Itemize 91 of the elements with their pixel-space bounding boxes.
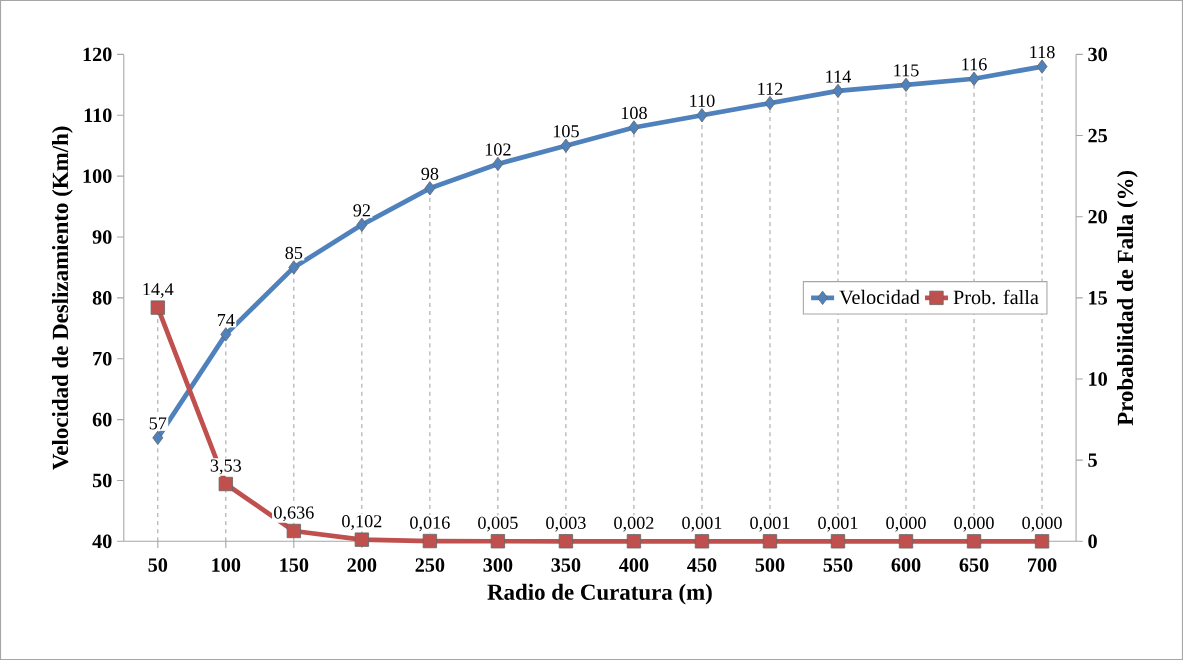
data-label: 0,001 <box>750 516 790 532</box>
point <box>150 300 165 315</box>
point <box>220 327 232 342</box>
point <box>832 83 844 99</box>
x-tick-label: 650 <box>959 558 989 572</box>
y-tick-label: 90 <box>92 230 112 244</box>
point <box>626 534 642 549</box>
point <box>288 260 300 275</box>
data-label: 110 <box>690 94 715 107</box>
point <box>830 534 846 549</box>
y2-tick-label: 10 <box>1089 372 1107 386</box>
x-tick-label: 550 <box>823 558 853 572</box>
data-label: 112 <box>758 82 783 95</box>
x-tick-label: 700 <box>1028 558 1057 572</box>
y-tick-label: 100 <box>83 169 112 183</box>
y2-tick-label: 20 <box>1088 209 1107 224</box>
data-label: 0,001 <box>682 516 722 532</box>
data-label: 0,102 <box>342 515 382 530</box>
point <box>1036 59 1048 74</box>
data-label: 0,001 <box>818 516 858 532</box>
data-label: 0,003 <box>546 516 586 532</box>
point <box>762 534 778 549</box>
y-tick-label: 50 <box>92 473 112 488</box>
y2-tick-label: 25 <box>1088 128 1108 143</box>
y-tick-label: 120 <box>83 47 112 62</box>
legend-label: Velocidad <box>839 289 920 305</box>
point <box>966 534 982 549</box>
data-label: 0,002 <box>614 516 654 532</box>
point <box>286 523 301 539</box>
data-label: 92 <box>353 204 370 217</box>
data-label: 118 <box>1030 45 1055 59</box>
x-tick-label: 600 <box>891 558 921 572</box>
y-tick-label: 60 <box>92 412 112 427</box>
data-label: 74 <box>217 314 235 327</box>
y2-tick-label: 5 <box>1088 453 1097 467</box>
y2-tick-label: 0 <box>1088 534 1097 549</box>
point <box>694 534 710 549</box>
data-label: 108 <box>621 106 647 120</box>
point <box>558 534 574 549</box>
y2-tick-label: 15 <box>1089 291 1108 305</box>
point <box>898 534 914 549</box>
y2-tick-label: 30 <box>1088 47 1107 62</box>
data-label: 85 <box>285 246 303 260</box>
y-tick-label: 80 <box>92 291 112 305</box>
point <box>628 120 640 135</box>
data-label: 0,000 <box>1022 516 1062 532</box>
y-tick-label: 70 <box>93 351 112 366</box>
x-tick-label: 500 <box>755 558 785 572</box>
point <box>218 476 233 492</box>
data-label: 0,636 <box>274 506 314 522</box>
data-label: 0,005 <box>478 516 518 532</box>
y2-axis-title: Probabilidad de Falla (%) <box>1117 170 1138 426</box>
point <box>490 534 506 549</box>
data-label: 0,000 <box>954 516 994 532</box>
point <box>492 156 504 172</box>
point <box>900 77 912 92</box>
data-label: 116 <box>962 58 987 71</box>
x-tick-label: 100 <box>212 558 241 572</box>
data-label: 57 <box>149 417 167 430</box>
data-label: 0,000 <box>886 516 926 532</box>
data-label: 114 <box>826 70 852 83</box>
x-tick-label: 50 <box>148 558 168 572</box>
x-tick-label: 300 <box>483 558 513 572</box>
data-label: 0,016 <box>410 516 450 532</box>
point <box>560 138 572 153</box>
point <box>422 533 438 549</box>
y-axis-title: Velocidad de Deslizamiento (Km/h) <box>51 126 73 470</box>
point <box>696 108 708 123</box>
data-label: 115 <box>894 64 919 77</box>
x-tick-label: 450 <box>687 558 717 572</box>
data-label: 98 <box>421 167 439 180</box>
point <box>424 181 436 196</box>
point <box>1034 534 1050 549</box>
data-label: 3,53 <box>210 459 242 475</box>
point <box>354 532 370 547</box>
y-tick-label: 40 <box>92 534 112 549</box>
data-label: 102 <box>485 143 511 156</box>
x-axis-title: Radio de Curatura (m) <box>487 583 712 605</box>
x-tick-label: 200 <box>347 558 377 572</box>
x-tick-label: 400 <box>619 558 649 572</box>
point <box>764 95 776 111</box>
data-label: 14,4 <box>143 283 174 298</box>
point <box>152 430 164 445</box>
point <box>968 71 980 86</box>
y-tick-label: 110 <box>84 108 112 123</box>
x-tick-label: 250 <box>415 558 445 572</box>
point <box>356 217 368 232</box>
legend-label: Prob. falla <box>953 289 1039 305</box>
data-label: 105 <box>553 125 579 138</box>
x-tick-label: 350 <box>551 558 581 572</box>
x-tick-label: 150 <box>280 558 309 572</box>
